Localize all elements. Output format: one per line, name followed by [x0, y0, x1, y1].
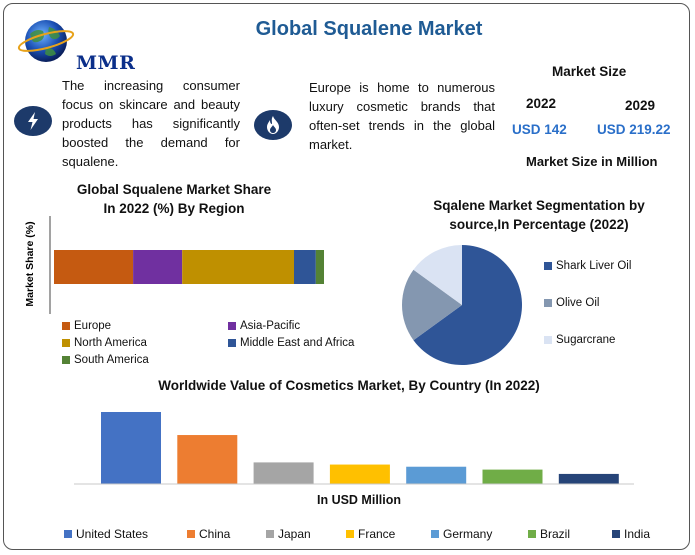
region-chart-ylabel: Market Share (%) [24, 221, 36, 306]
legend-swatch [431, 530, 439, 538]
globe-icon [17, 20, 75, 62]
legend-swatch [228, 322, 236, 330]
info-icon-left [14, 106, 52, 136]
legend-swatch [62, 339, 70, 347]
region-legend-item-asia-pacific: Asia-Pacific [228, 320, 300, 332]
legend-label: Middle East and Africa [240, 337, 355, 349]
source-chart-title: Sqalene Market Segmentation by source,In… [404, 196, 674, 234]
source-legend-item-shark-liver-oil: Shark Liver Oil [544, 260, 631, 272]
country-bar-brazil [482, 469, 543, 484]
country-legend-item-japan: Japan [266, 527, 311, 541]
source-legend-item-olive-oil: Olive Oil [544, 297, 599, 309]
pie-slice-shark-liver-oil [413, 245, 522, 365]
legend-swatch [62, 356, 70, 364]
legend-swatch [544, 262, 552, 270]
lightning-icon [28, 112, 38, 130]
market-year-2022: 2022 [526, 96, 557, 111]
country-bar-germany [406, 466, 467, 484]
region-bar-segment-asia-pacific [133, 250, 183, 284]
region-legend-item-middle-east-and-africa: Middle East and Africa [228, 337, 354, 349]
country-bar-united-states [101, 412, 161, 484]
legend-label: United States [76, 527, 149, 541]
region-legend-item-south-america: South America [62, 354, 149, 366]
source-legend: Shark Liver Oil Olive Oil Sugarcrane [544, 260, 679, 360]
logo: MMR [16, 14, 146, 74]
country-legend-item-germany: Germany [431, 527, 492, 541]
legend-label: Sugarcrane [556, 334, 616, 346]
legend-swatch [228, 339, 236, 347]
market-value-2022: USD 142 [512, 122, 567, 137]
region-bar-segment-north-america [182, 250, 294, 284]
market-value-2029: USD 219.22 [597, 122, 671, 137]
region-chart-title-line2: In 2022 (%) By Region [103, 201, 245, 216]
legend-swatch [266, 530, 274, 538]
region-bar-segment-south-america [315, 250, 324, 284]
legend-label: Brazil [540, 527, 571, 541]
legend-label: Olive Oil [556, 297, 600, 309]
pie-slice-sugarcrane [413, 245, 462, 305]
pie-slice-olive-oil [402, 269, 462, 341]
legend-label: Germany [443, 527, 493, 541]
region-legend-item-north-america: North America [62, 337, 147, 349]
country-bar-india [558, 473, 619, 484]
legend-label: North America [74, 337, 147, 349]
legend-swatch [64, 530, 72, 538]
legend-label: France [358, 527, 396, 541]
country-chart-xlabel: In USD Million [316, 493, 402, 507]
legend-swatch [187, 530, 195, 538]
country-legend-item-china: China [187, 527, 230, 541]
country-legend-item-brazil: Brazil [528, 527, 570, 541]
legend-swatch [612, 530, 620, 538]
region-bar-segment-europe [54, 250, 134, 284]
legend-label: Shark Liver Oil [556, 260, 632, 272]
region-legend-item-europe: Europe [62, 320, 111, 332]
country-legend-item-india: India [612, 527, 650, 541]
source-chart-title-line1: Sqalene Market Segmentation by [433, 198, 645, 213]
info-icon-right [254, 110, 292, 140]
region-chart-title-line1: Global Squalene Market Share [76, 182, 272, 197]
legend-swatch [544, 336, 552, 344]
region-legend: Europe Asia-Pacific North America Middle Ea… [62, 320, 382, 374]
market-unit-label: Market Size in Million [526, 154, 658, 169]
infographic-frame: MMR Global Squalene Market The increasin… [3, 3, 690, 550]
legend-label: South America [74, 354, 149, 366]
legend-swatch [346, 530, 354, 538]
market-size-heading: Market Size [552, 64, 627, 79]
logo-text: MMR [76, 52, 136, 74]
country-bar-chart [74, 412, 634, 485]
legend-label: India [624, 527, 651, 541]
region-stacked-bar-chart: Market Share (%) [24, 216, 324, 314]
market-year-2029: 2029 [625, 98, 656, 113]
legend-label: Asia-Pacific [240, 320, 301, 332]
legend-swatch [544, 299, 552, 307]
country-legend-item-france: France [346, 527, 395, 541]
country-legend: United States China Japan France Germany Braz… [44, 527, 684, 545]
country-bar-japan [253, 462, 314, 484]
legend-swatch [62, 322, 70, 330]
legend-label: Europe [74, 320, 112, 332]
region-bar-segment-middle-east-and-africa [294, 250, 316, 284]
source-pie-chart [402, 245, 522, 365]
legend-label: Japan [278, 527, 311, 541]
region-chart-title: Global Squalene Market Share In 2022 (%)… [44, 180, 304, 218]
source-chart-title-line2: source,In Percentage (2022) [449, 217, 629, 232]
country-bar-france [329, 464, 390, 484]
flame-icon [267, 116, 279, 134]
source-legend-item-sugarcrane: Sugarcrane [544, 334, 615, 346]
legend-swatch [528, 530, 536, 538]
country-chart-title: Worldwide Value of Cosmetics Market, By … [158, 378, 540, 393]
country-bar-china [177, 435, 238, 484]
country-legend-item-united-states: United States [64, 527, 148, 541]
page-title: Global Squalene Market [255, 18, 483, 40]
info-text-left: The increasing consumer focus on skincar… [62, 78, 240, 169]
info-text-right: Europe is home to numerous luxury cosmet… [309, 80, 495, 152]
legend-label: China [199, 527, 231, 541]
